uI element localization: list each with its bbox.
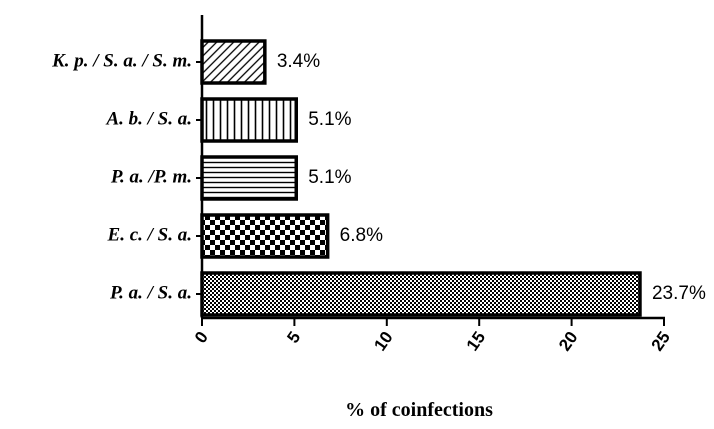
data-label: 5.1% [308, 109, 351, 130]
category-label: K. p. / S. a. / S. m. [51, 50, 192, 71]
data-label: 3.4% [277, 51, 320, 72]
x-tick-label: 0 [191, 328, 212, 347]
data-label: 6.8% [340, 225, 383, 246]
x-tick-label: 15 [463, 328, 489, 354]
x-tick-label: 20 [555, 328, 581, 354]
data-label: 5.1% [308, 167, 351, 188]
category-label: P. a. /P. m. [110, 166, 192, 187]
bar-fine-checker [200, 271, 642, 317]
bar-checker [200, 213, 330, 259]
category-label: P. a. / S. a. [109, 282, 192, 303]
x-tick-label: 10 [370, 328, 396, 354]
x-axis-title: % of coinfections [345, 399, 493, 421]
bar-horizontal-lines [200, 155, 298, 201]
bar-vertical-lines [200, 97, 298, 143]
x-tick-label: 25 [648, 328, 674, 354]
bar-diagonal-lines [200, 39, 267, 85]
category-label: E. c. / S. a. [107, 224, 192, 245]
x-tick-label: 5 [283, 328, 304, 347]
category-label: A. b. / S. a. [105, 108, 192, 129]
data-label: 23.7% [652, 283, 706, 304]
